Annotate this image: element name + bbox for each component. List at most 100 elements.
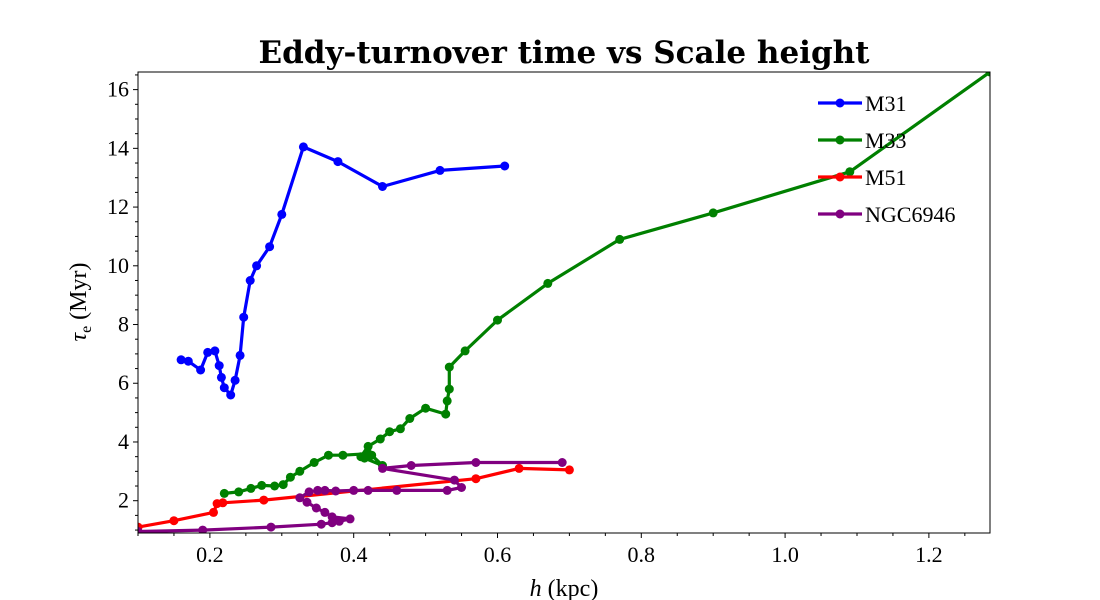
data-point-m33 [309, 458, 319, 467]
data-point-m31 [435, 165, 445, 175]
data-point-m33 [285, 472, 295, 482]
series-ngc6946 [138, 458, 567, 533]
plot-frame [137, 71, 991, 534]
data-point-m33 [845, 167, 855, 177]
data-point-m33 [421, 403, 431, 413]
data-point-m31 [239, 312, 249, 322]
data-point-ngc6946 [331, 486, 341, 496]
legend-item-m31: M31 [818, 91, 907, 116]
data-point-m51 [209, 507, 218, 517]
y-tick-label: 6 [118, 370, 129, 395]
data-point-ngc6946 [320, 485, 330, 495]
data-point-m33 [219, 488, 229, 498]
data-point-ngc6946 [302, 497, 312, 507]
data-point-m33 [708, 208, 718, 218]
legend-label-ngc6946: NGC6946 [865, 202, 955, 227]
data-point-m33 [367, 450, 377, 460]
chart-title: Eddy-turnover time vs Scale height [258, 35, 870, 71]
data-point-m33 [270, 481, 280, 491]
data-point-m33 [442, 396, 452, 406]
data-point-m51 [564, 465, 574, 475]
y-tick-label: 16 [107, 77, 129, 102]
data-point-m31 [219, 383, 229, 393]
data-point-m33 [444, 384, 454, 394]
data-point-m33 [543, 278, 553, 288]
data-point-ngc6946 [345, 514, 355, 524]
data-point-m31 [230, 375, 240, 385]
data-point-m33 [324, 450, 333, 460]
legend-item-m33: M33 [818, 128, 907, 153]
legend-marker-m31 [835, 98, 845, 108]
data-point-ngc6946 [295, 493, 305, 503]
data-point-m33 [363, 441, 373, 451]
data-point-m31 [176, 355, 186, 365]
data-point-ngc6946 [327, 512, 337, 522]
legend-marker-m33 [835, 135, 845, 145]
x-tick-label: 0.2 [196, 542, 224, 567]
data-point-ngc6946 [392, 485, 402, 495]
data-point-m33 [441, 409, 451, 419]
y-axis-unit: (Myr) [66, 262, 92, 325]
data-point-m31 [226, 390, 236, 400]
data-point-m31 [216, 372, 226, 382]
data-point-m33 [615, 234, 625, 244]
x-tick-label: 0.6 [484, 542, 512, 567]
y-axis-label: τe (Myr) [66, 262, 95, 341]
data-point-m51 [169, 516, 179, 526]
data-point-ngc6946 [311, 503, 321, 513]
legend-item-m51: M51 [818, 165, 907, 190]
x-axis-label: h (kpc) [530, 576, 599, 600]
data-point-ngc6946 [363, 485, 373, 495]
y-tick-label: 4 [118, 429, 129, 454]
data-point-m31 [214, 361, 224, 371]
data-point-m51 [259, 495, 269, 505]
data-point-m33 [246, 483, 256, 493]
data-point-m33 [257, 480, 267, 490]
data-point-m31 [210, 346, 220, 356]
data-point-m33 [234, 487, 244, 497]
data-point-m33 [395, 424, 405, 434]
y-axis-variable: τ [66, 332, 92, 342]
legend-label-m31: M31 [865, 91, 907, 116]
y-tick-label: 2 [118, 488, 129, 513]
y-tick-label: 12 [107, 194, 129, 219]
data-point-m31 [245, 276, 255, 285]
series-layer [138, 72, 990, 533]
data-point-m31 [183, 356, 193, 366]
data-point-m33 [385, 427, 395, 437]
data-point-m31 [196, 365, 206, 375]
series-m51 [138, 463, 574, 532]
x-tick-label: 1.2 [915, 542, 943, 567]
data-point-ngc6946 [320, 507, 330, 517]
data-point-ngc6946 [406, 461, 416, 470]
y-tick-label: 10 [107, 253, 129, 278]
legend-marker-m51 [835, 172, 845, 182]
data-point-m33 [444, 362, 454, 372]
data-point-ngc6946 [378, 463, 387, 473]
data-point-m31 [203, 347, 213, 357]
series-m31 [176, 142, 510, 400]
legend-label-m33: M33 [865, 128, 907, 153]
data-point-ngc6946 [316, 519, 326, 529]
x-tick-label: 0.4 [340, 542, 368, 567]
y-axis-subscript: e [78, 326, 95, 333]
data-point-ngc6946 [334, 516, 344, 526]
y-tick-label: 8 [118, 312, 129, 337]
data-point-ngc6946 [442, 485, 452, 495]
x-tick-label: 1.0 [771, 542, 799, 567]
data-point-m31 [333, 157, 343, 167]
data-point-ngc6946 [557, 458, 567, 467]
x-axis-variable: h [530, 576, 542, 600]
data-point-ngc6946 [266, 522, 276, 532]
data-point-ngc6946 [138, 527, 143, 533]
data-point-ngc6946 [304, 487, 314, 497]
data-point-ngc6946 [457, 483, 466, 492]
data-point-m33 [405, 414, 415, 423]
data-point-m51 [514, 463, 524, 473]
data-point-m33 [295, 466, 305, 476]
data-point-ngc6946 [349, 485, 359, 495]
legend: M31 M33 M51 NGC6946 [818, 91, 955, 227]
data-point-ngc6946 [471, 458, 481, 467]
data-point-m33 [493, 315, 502, 325]
